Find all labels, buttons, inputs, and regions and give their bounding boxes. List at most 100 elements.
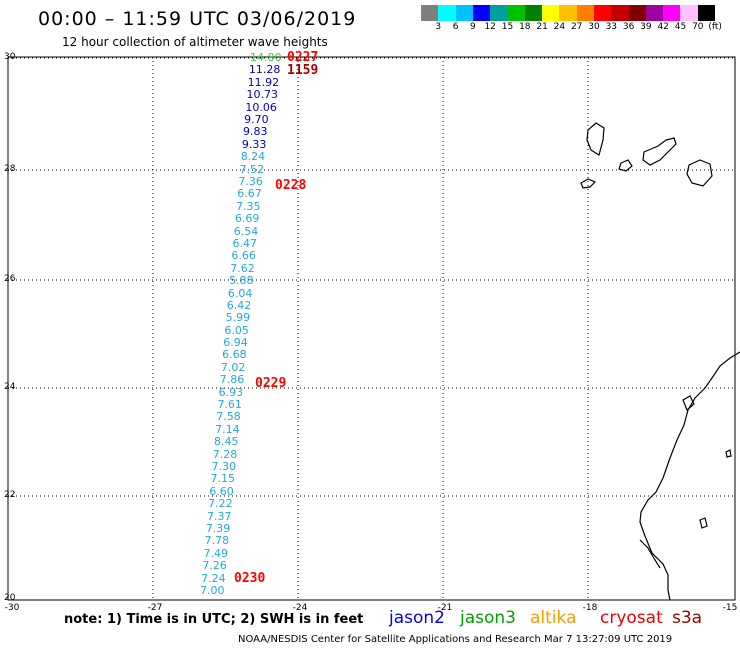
legend-label: 6 bbox=[452, 22, 459, 32]
graticule bbox=[8, 57, 735, 600]
legend-swatch bbox=[697, 5, 716, 21]
coast-bump bbox=[682, 395, 695, 412]
wave-height-value: 6.60 bbox=[209, 484, 234, 498]
lat-label: 22 bbox=[4, 490, 16, 500]
wave-height-value: 7.15 bbox=[210, 472, 235, 486]
legend-swatch bbox=[559, 5, 577, 21]
legend-label: 30 bbox=[588, 22, 600, 32]
wave-height-value: 7.58 bbox=[216, 410, 241, 424]
legend-label: 70 bbox=[692, 22, 704, 32]
legend-swatch bbox=[472, 5, 491, 21]
legend-label: 42 bbox=[657, 22, 669, 32]
wave-height-value: 7.24 bbox=[201, 571, 226, 585]
wave-height-value: 7.37 bbox=[206, 509, 232, 523]
african-coast bbox=[639, 351, 740, 601]
legend-swatch bbox=[507, 5, 525, 21]
wave-height-value: 7.22 bbox=[208, 497, 233, 511]
time-label: 0227 bbox=[287, 50, 319, 65]
wave-height-value: 6.05 bbox=[224, 323, 249, 337]
legend-label: 27 bbox=[570, 22, 583, 32]
wave-height-value: 7.00 bbox=[200, 584, 225, 597]
legend-label: 9 bbox=[470, 22, 476, 32]
lat-label: 28 bbox=[4, 164, 16, 174]
satellite-jason3: jason3 bbox=[460, 608, 516, 628]
satellite-jason2: jason2 bbox=[389, 608, 445, 628]
legend-swatch bbox=[663, 5, 681, 21]
wave-height-value: 7.14 bbox=[215, 422, 240, 436]
wave-height-value: 6.04 bbox=[227, 286, 253, 300]
legend-swatch bbox=[421, 5, 439, 21]
islet bbox=[699, 517, 708, 529]
islet-2 bbox=[725, 449, 732, 458]
legend-label: 21 bbox=[536, 22, 548, 32]
wave-height-value: 7.78 bbox=[204, 534, 230, 548]
legend-label: 36 bbox=[622, 22, 635, 32]
legend-swatch bbox=[611, 5, 629, 21]
wave-height-value: 7.28 bbox=[212, 447, 238, 461]
legend-label: 3 bbox=[435, 22, 442, 32]
legend-swatch bbox=[490, 5, 508, 21]
legend-swatch bbox=[438, 5, 456, 21]
time-label: 0229 bbox=[255, 376, 287, 391]
legend-label: 33 bbox=[605, 22, 618, 32]
wave-height-value: 11.92 bbox=[247, 75, 280, 89]
lat-label: 24 bbox=[4, 382, 16, 392]
lon-label: -18 bbox=[582, 603, 598, 613]
wave-height-value: 9.83 bbox=[243, 125, 268, 139]
legend-label: 45 bbox=[674, 22, 687, 32]
wave-height-value: 5.99 bbox=[225, 311, 251, 325]
wave-height-value: 6.94 bbox=[223, 336, 248, 350]
wave-height-value: 7.52 bbox=[239, 162, 265, 176]
page-title: 00:00 – 11:59 UTC 03/06/2019 bbox=[38, 8, 357, 30]
wave-height-value: 7.62 bbox=[230, 261, 255, 275]
wave-height-value: 6.42 bbox=[226, 298, 252, 312]
island-gran-canaria bbox=[686, 159, 713, 187]
wave-height-value: 7.39 bbox=[205, 522, 231, 536]
page-subtitle: 12 hour collection of altimeter wave hei… bbox=[62, 35, 328, 49]
satellite-cryosat: cryosat bbox=[600, 608, 663, 628]
lon-label: -30 bbox=[4, 603, 20, 613]
coastline bbox=[580, 122, 740, 601]
map-frame bbox=[7, 56, 736, 601]
legend-swatch bbox=[645, 5, 664, 21]
time-label: 0230 bbox=[234, 571, 266, 586]
credit-line: NOAA/NESDIS Center for Satellite Applica… bbox=[238, 634, 673, 645]
satellite-altika: altika bbox=[530, 608, 577, 628]
lon-label: -15 bbox=[722, 603, 738, 613]
legend-label: 18 bbox=[519, 22, 531, 32]
wave-height-value: 10.06 bbox=[245, 100, 277, 114]
lon-label: -21 bbox=[437, 603, 453, 613]
legend-label: 12 bbox=[484, 22, 496, 32]
wave-height-value: 6.47 bbox=[232, 236, 258, 250]
wave-height-value: 8.45 bbox=[213, 435, 239, 449]
legend-label: (ft) bbox=[708, 22, 722, 32]
lat-label: 26 bbox=[4, 274, 16, 284]
wave-height-value: 9.33 bbox=[241, 137, 267, 151]
legend-swatch bbox=[524, 5, 543, 21]
wave-height-value: 10.73 bbox=[246, 88, 279, 102]
wave-height-value: 14.80 bbox=[250, 51, 282, 64]
legend-swatch bbox=[455, 5, 473, 21]
legend-swatch bbox=[593, 5, 612, 21]
color-legend bbox=[421, 5, 716, 21]
wave-height-value: 6.66 bbox=[231, 249, 256, 263]
wave-height-value: 6.93 bbox=[218, 385, 244, 399]
wave-height-value: 8.24 bbox=[240, 150, 266, 164]
legend-swatch bbox=[576, 5, 594, 21]
wave-height-value: 6.69 bbox=[234, 212, 260, 226]
wave-height-value: 7.26 bbox=[202, 559, 227, 573]
wave-height-value: 7.49 bbox=[203, 546, 228, 560]
wave-height-value: 11.28 bbox=[248, 63, 281, 77]
wave-height-value: 7.02 bbox=[220, 360, 246, 374]
lon-label: -24 bbox=[292, 603, 308, 613]
legend-swatch bbox=[542, 5, 560, 21]
legend-label: 39 bbox=[640, 22, 652, 32]
wave-height-value: 7.36 bbox=[238, 174, 263, 188]
footnote: note: 1) Time is in UTC; 2) SWH is in fe… bbox=[64, 612, 364, 627]
wave-height-value: 7.61 bbox=[217, 398, 242, 412]
time-label: 1159 bbox=[287, 63, 319, 78]
wave-height-value: 6.68 bbox=[222, 348, 247, 362]
legend-swatch bbox=[628, 5, 646, 21]
